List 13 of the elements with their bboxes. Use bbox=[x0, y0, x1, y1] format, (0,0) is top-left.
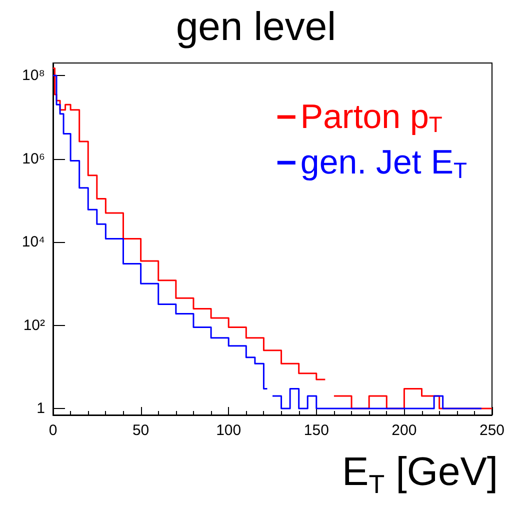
x-tick-label: 200 bbox=[392, 422, 417, 439]
chart-title: gen level bbox=[176, 5, 336, 49]
y-tick-label: 10⁴ bbox=[22, 234, 45, 251]
x-tick-label: 250 bbox=[479, 422, 505, 439]
x-axis-title: E$_{T}$ [GeV] bbox=[342, 450, 498, 499]
x-tick-label: 0 bbox=[48, 422, 58, 439]
y-tick-label: 1 bbox=[36, 400, 45, 418]
x-tick-label: 100 bbox=[216, 422, 242, 439]
x-tick-label: 150 bbox=[304, 422, 329, 439]
y-tick-label: 10² bbox=[23, 316, 45, 334]
y-tick-label: 10⁶ bbox=[22, 150, 45, 168]
y-tick-label: 10⁸ bbox=[22, 67, 45, 84]
x-tick-label: 50 bbox=[132, 422, 150, 439]
